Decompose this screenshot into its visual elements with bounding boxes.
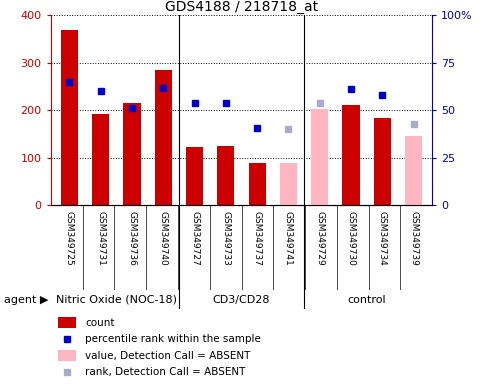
Bar — [374, 119, 391, 205]
Bar — [280, 163, 297, 205]
Bar — [58, 350, 75, 361]
Bar — [311, 109, 328, 205]
Text: Nitric Oxide (NOC-18): Nitric Oxide (NOC-18) — [56, 295, 177, 305]
Bar — [92, 114, 109, 205]
Text: GSM349730: GSM349730 — [346, 211, 355, 266]
Text: GSM349741: GSM349741 — [284, 211, 293, 266]
Text: GSM349729: GSM349729 — [315, 211, 324, 266]
Text: value, Detection Call = ABSENT: value, Detection Call = ABSENT — [85, 351, 250, 361]
Text: GSM349737: GSM349737 — [253, 211, 262, 266]
Text: percentile rank within the sample: percentile rank within the sample — [85, 334, 261, 344]
Bar — [58, 317, 75, 328]
Bar — [217, 146, 234, 205]
Bar — [124, 103, 141, 205]
Title: GDS4188 / 218718_at: GDS4188 / 218718_at — [165, 0, 318, 14]
Text: GSM349727: GSM349727 — [190, 211, 199, 266]
Text: GSM349725: GSM349725 — [65, 211, 74, 266]
Bar — [405, 136, 422, 205]
Text: agent ▶: agent ▶ — [4, 295, 48, 305]
Bar — [186, 147, 203, 205]
Text: rank, Detection Call = ABSENT: rank, Detection Call = ABSENT — [85, 367, 245, 377]
Bar — [249, 163, 266, 205]
Text: count: count — [85, 318, 114, 328]
Text: GSM349733: GSM349733 — [221, 211, 230, 266]
Text: control: control — [347, 295, 386, 305]
Text: GSM349734: GSM349734 — [378, 211, 387, 266]
Text: GSM349731: GSM349731 — [96, 211, 105, 266]
Text: GSM349739: GSM349739 — [409, 211, 418, 266]
Text: CD3/CD28: CD3/CD28 — [213, 295, 270, 305]
Text: GSM349740: GSM349740 — [159, 211, 168, 266]
Bar — [342, 105, 359, 205]
Bar — [61, 30, 78, 205]
Text: GSM349736: GSM349736 — [128, 211, 137, 266]
Bar — [155, 71, 172, 205]
